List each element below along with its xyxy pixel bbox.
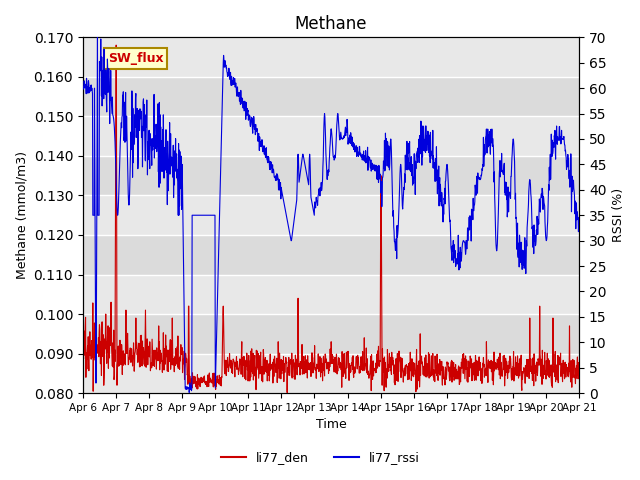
Title: Methane: Methane — [295, 15, 367, 33]
Bar — [83, 77, 579, 116]
Text: SW_flux: SW_flux — [108, 52, 163, 65]
Bar — [83, 314, 579, 354]
Y-axis label: Methane (mmol/m3): Methane (mmol/m3) — [15, 151, 28, 279]
Legend: li77_den, li77_rssi: li77_den, li77_rssi — [216, 446, 424, 469]
Bar — [83, 156, 579, 195]
X-axis label: Time: Time — [316, 419, 346, 432]
Y-axis label: RSSI (%): RSSI (%) — [612, 188, 625, 242]
Bar — [83, 235, 579, 275]
